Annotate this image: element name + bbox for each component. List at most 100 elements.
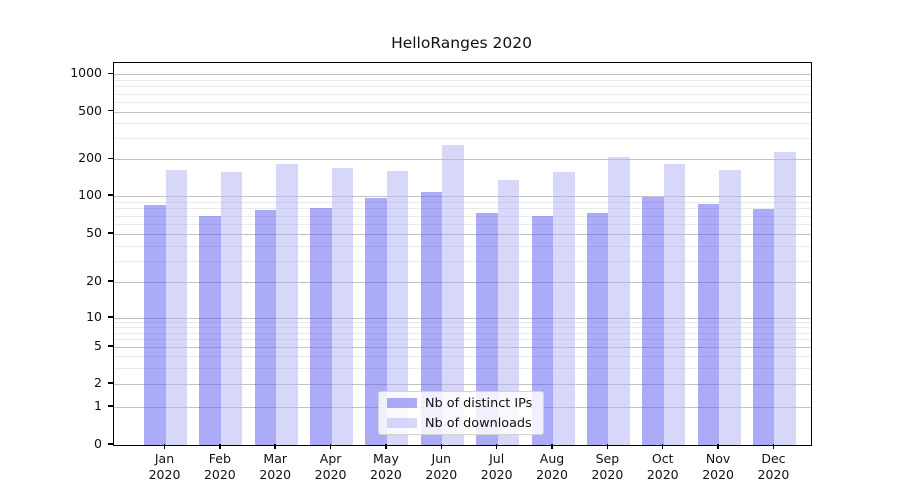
y-tick-mark: [108, 157, 113, 160]
y-tick-mark: [108, 109, 113, 112]
x-tick-year: 2020: [480, 466, 513, 482]
bar-distinct-ips: [254, 210, 277, 445]
bar-downloads: [276, 164, 298, 445]
bar-downloads: [553, 171, 575, 445]
gridline-minor: [114, 86, 811, 88]
y-tick-label: 2: [94, 375, 102, 390]
chart-title: HelloRanges 2020: [391, 34, 532, 52]
x-tick-label: Jan 2020: [137, 451, 193, 482]
y-tick-label: 5: [94, 338, 102, 353]
y-tick-mark: [108, 382, 113, 384]
bar-distinct-ips: [586, 212, 609, 445]
x-tick-label: Feb 2020: [192, 451, 248, 482]
x-tick-mark: [661, 444, 664, 449]
x-tick-mark: [329, 444, 332, 449]
x-tick-mark: [717, 444, 719, 449]
x-tick-mark: [163, 444, 166, 449]
y-tick-label: 200: [78, 150, 102, 166]
x-tick-mark: [385, 444, 387, 449]
y-tick-label: 1000: [70, 65, 102, 81]
x-tick-label: Dec 2020: [745, 451, 801, 482]
x-tick-year: 2020: [425, 466, 458, 482]
x-tick-year: 2020: [757, 466, 790, 482]
legend-row: Nb of downloads: [379, 415, 543, 431]
bar-distinct-ips: [144, 204, 166, 445]
x-tick-label: Jun 2020: [413, 451, 469, 482]
legend-swatch-downloads: [387, 418, 417, 428]
gridline-minor: [114, 93, 811, 95]
x-tick-mark: [495, 444, 498, 449]
gridline-major: [114, 74, 811, 76]
bar-distinct-ips: [476, 213, 498, 445]
bar-distinct-ips: [199, 215, 221, 445]
bar-downloads: [165, 169, 187, 445]
y-tick-mark: [108, 194, 113, 196]
x-tick-year: 2020: [536, 466, 568, 482]
x-tick-mark: [551, 444, 553, 449]
y-tick-label: 1: [94, 398, 102, 413]
bar-distinct-ips: [752, 208, 775, 445]
bar-downloads: [719, 170, 741, 445]
x-tick-year: 2020: [702, 466, 734, 482]
y-tick-mark: [108, 443, 113, 445]
y-tick-mark: [108, 316, 113, 318]
gridline-minor: [114, 79, 811, 81]
x-tick-label: Oct 2020: [635, 451, 691, 482]
x-tick-mark: [440, 444, 443, 449]
bar-downloads: [331, 167, 354, 445]
y-tick-label: 20: [86, 273, 102, 288]
plot-area: [113, 62, 812, 446]
x-tick-mark: [274, 444, 276, 449]
bar-downloads: [497, 180, 520, 445]
y-tick-label: 0: [94, 436, 102, 451]
y-tick-mark: [108, 405, 113, 407]
bar-distinct-ips: [420, 191, 443, 445]
x-tick-label: Mar 2020: [247, 451, 303, 482]
x-tick-year: 2020: [370, 466, 402, 482]
legend: Nb of distinct IPs Nb of downloads: [378, 391, 544, 435]
x-tick-label: Nov 2020: [690, 451, 746, 482]
x-tick-year: 2020: [646, 466, 679, 482]
x-tick-year: 2020: [203, 466, 236, 482]
y-tick-mark: [108, 72, 113, 75]
x-tick-year: 2020: [591, 466, 624, 482]
x-tick-mark: [606, 444, 609, 449]
bar-downloads: [442, 145, 464, 445]
gridline-minor: [114, 138, 811, 140]
legend-label-downloads: Nb of downloads: [425, 415, 532, 431]
bar-downloads: [774, 152, 796, 445]
legend-row: Nb of distinct IPs: [379, 395, 543, 411]
x-tick-label: Aug 2020: [524, 451, 580, 482]
y-tick-label: 10: [86, 309, 102, 324]
bar-distinct-ips: [642, 197, 664, 445]
y-tick-label: 50: [86, 225, 102, 240]
y-tick-mark: [108, 280, 113, 282]
x-tick-label: Sep 2020: [579, 451, 635, 482]
legend-swatch-distinct-ips: [387, 398, 417, 408]
x-tick-mark: [219, 444, 221, 449]
bar-distinct-ips: [310, 207, 332, 445]
bar-distinct-ips: [531, 215, 554, 445]
bar-downloads: [608, 156, 630, 445]
x-tick-year: 2020: [259, 466, 292, 482]
legend-label-distinct-ips: Nb of distinct IPs: [425, 395, 533, 411]
bar-downloads: [220, 171, 243, 445]
gridline-minor: [114, 123, 811, 125]
x-tick-year: 2020: [148, 466, 181, 482]
y-tick-label: 500: [78, 102, 102, 118]
y-tick-mark: [108, 345, 113, 347]
y-tick-label: 100: [78, 187, 102, 202]
bar-downloads: [663, 163, 686, 445]
x-tick-label: Jul 2020: [469, 451, 525, 482]
gridline-major: [114, 111, 811, 113]
y-tick-mark: [108, 232, 113, 234]
bar-distinct-ips: [365, 198, 387, 445]
x-tick-mark: [772, 444, 775, 449]
bar-downloads: [386, 171, 409, 445]
x-tick-year: 2020: [314, 466, 347, 482]
x-tick-label: May 2020: [358, 451, 414, 482]
x-tick-label: Apr 2020: [303, 451, 359, 482]
bar-distinct-ips: [697, 204, 720, 445]
gridline-minor: [114, 101, 811, 103]
